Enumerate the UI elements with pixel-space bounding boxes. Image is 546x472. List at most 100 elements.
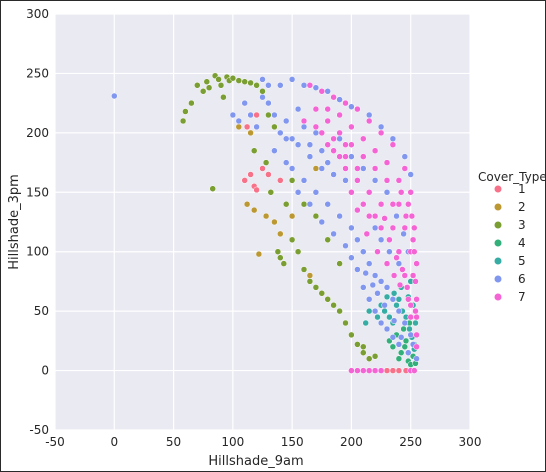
legend-label: 7 <box>518 290 526 304</box>
data-point <box>235 123 243 131</box>
data-point <box>396 281 404 289</box>
legend-marker <box>494 239 502 247</box>
data-point <box>318 290 326 297</box>
data-point <box>362 269 369 277</box>
series-7 <box>300 82 420 374</box>
data-point <box>354 105 361 113</box>
x-tick-labels: -50 0 50 100 150 200 250 300 <box>45 435 481 449</box>
data-point <box>288 212 296 220</box>
data-point <box>247 129 254 137</box>
x-tick-label: 250 <box>399 435 422 449</box>
data-point <box>412 307 419 315</box>
data-point <box>282 159 290 166</box>
legend-label: 6 <box>518 272 526 286</box>
data-point <box>360 343 367 351</box>
data-point <box>194 82 201 89</box>
data-point <box>288 135 296 143</box>
data-point <box>395 307 403 315</box>
data-point <box>389 224 397 232</box>
data-point <box>397 189 405 196</box>
data-point <box>401 165 409 172</box>
data-point <box>413 313 420 321</box>
data-point <box>262 159 270 166</box>
data-point <box>383 260 391 267</box>
data-point <box>348 254 355 261</box>
data-point <box>255 250 263 258</box>
data-point <box>282 135 290 143</box>
data-point <box>277 129 284 137</box>
data-point <box>381 307 388 315</box>
data-point <box>411 248 418 255</box>
data-point <box>277 82 284 89</box>
data-point <box>259 76 266 83</box>
legend: Cover_Type 1 2 3 4 5 6 7 <box>478 170 546 304</box>
data-point <box>381 301 388 309</box>
data-point <box>377 278 385 285</box>
data-point <box>383 177 391 184</box>
data-point <box>371 272 379 279</box>
data-point <box>365 111 373 119</box>
data-point <box>371 165 379 172</box>
data-point <box>365 117 373 125</box>
data-point <box>342 242 349 250</box>
data-point <box>324 159 331 166</box>
data-point <box>360 248 367 255</box>
data-point <box>300 177 308 184</box>
data-point <box>354 367 361 374</box>
y-tick-label: 0 <box>41 364 49 378</box>
y-tick-label: 300 <box>26 7 49 21</box>
data-point <box>363 230 371 238</box>
data-point <box>365 260 373 267</box>
data-point <box>393 212 400 220</box>
data-point <box>342 141 349 148</box>
data-point <box>365 367 373 374</box>
data-point <box>324 88 331 95</box>
data-point <box>360 200 367 208</box>
data-point <box>318 147 326 154</box>
legend-marker <box>494 221 502 229</box>
data-point <box>336 111 343 119</box>
data-point <box>365 355 373 362</box>
data-point <box>312 129 320 137</box>
data-point <box>395 296 403 303</box>
data-point <box>306 153 314 160</box>
data-point <box>386 248 393 255</box>
x-tick-label: 100 <box>221 435 244 449</box>
data-point <box>389 367 397 374</box>
data-point <box>282 200 290 208</box>
data-point <box>386 313 393 321</box>
data-point <box>360 284 367 291</box>
series-1 <box>241 111 410 374</box>
data-point <box>288 177 296 184</box>
data-point <box>389 200 397 208</box>
data-point <box>389 343 397 351</box>
data-point <box>324 296 331 303</box>
x-tick-label: 300 <box>459 435 482 449</box>
data-point <box>271 147 278 154</box>
data-point <box>383 284 391 291</box>
data-point <box>247 111 254 119</box>
data-point <box>374 248 381 255</box>
data-point <box>229 74 237 82</box>
data-point <box>288 76 296 83</box>
data-point <box>312 189 320 196</box>
x-tick-label: 50 <box>166 435 181 449</box>
data-point <box>389 334 397 341</box>
data-point <box>362 319 369 327</box>
data-point <box>300 266 308 273</box>
data-point <box>413 296 420 303</box>
data-point <box>229 111 237 119</box>
data-point <box>395 177 403 184</box>
data-point <box>413 355 420 362</box>
data-point <box>274 248 282 255</box>
data-point <box>405 349 412 356</box>
data-point <box>250 147 258 154</box>
data-point <box>277 230 284 238</box>
data-point <box>400 325 407 333</box>
data-point <box>401 153 409 160</box>
data-point <box>111 92 118 100</box>
data-point <box>306 141 314 148</box>
legend-label: 1 <box>518 182 526 196</box>
data-point <box>324 200 331 208</box>
